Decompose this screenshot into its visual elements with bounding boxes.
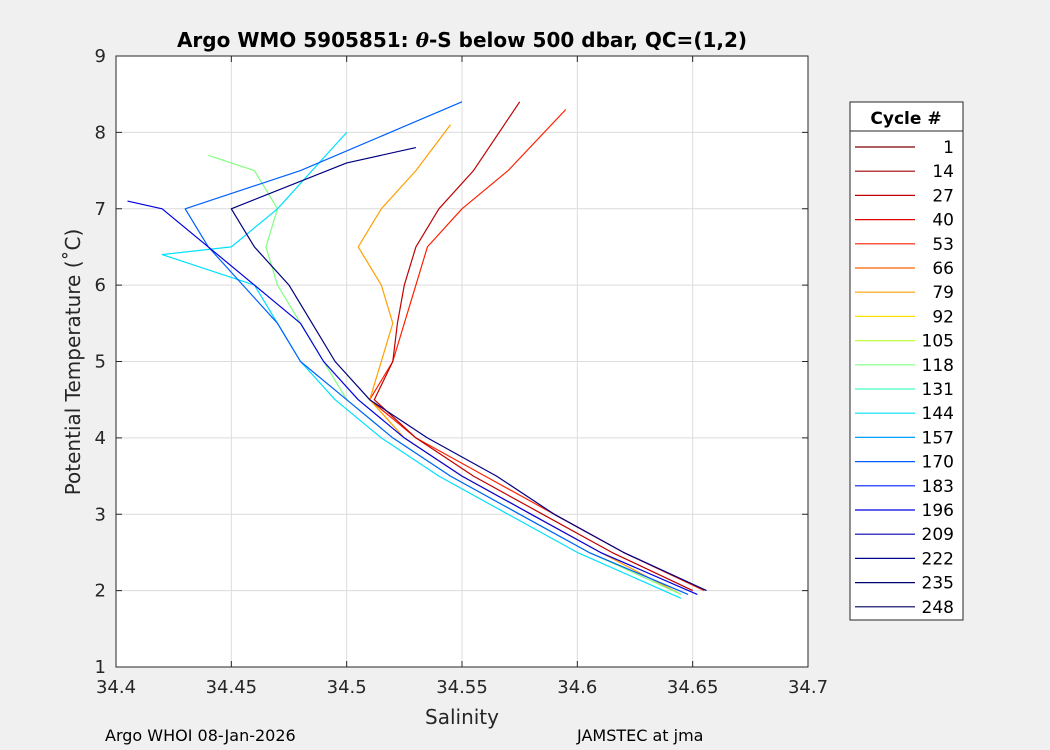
legend-item: 79 — [855, 283, 954, 303]
legend-item: 157 — [855, 428, 954, 448]
legend-label: 248 — [922, 598, 954, 618]
legend-label: 235 — [922, 574, 954, 594]
legend-label: 27 — [932, 186, 954, 206]
legend-item: 92 — [855, 307, 954, 327]
legend-item: 118 — [855, 356, 954, 376]
legend-item: 14 — [855, 162, 954, 182]
legend-item: 170 — [855, 453, 954, 473]
legend-item: 144 — [855, 404, 954, 424]
profile-line — [184, 101, 689, 595]
y-tick-label: 4 — [95, 428, 106, 449]
y-axis-label: Potential Temperature (˚C) — [61, 229, 85, 496]
x-tick-label: 34.5 — [327, 677, 367, 698]
legend-label: 144 — [922, 404, 954, 424]
legend-item: 27 — [855, 186, 954, 206]
y-tick-label: 5 — [95, 352, 106, 373]
legend-item: 66 — [855, 259, 954, 279]
y-tick-label: 2 — [95, 581, 106, 602]
legend-item: 209 — [855, 525, 954, 545]
y-tick-label: 8 — [95, 122, 106, 143]
footer-left-label: Argo WHOI 08-Jan-2026 — [105, 726, 296, 745]
y-tick-label: 6 — [95, 275, 106, 296]
y-tick-label: 7 — [95, 199, 106, 220]
profile-line — [127, 200, 698, 595]
legend-label: 170 — [922, 453, 954, 473]
legend-label: 92 — [932, 307, 954, 327]
legend-item: 131 — [855, 380, 954, 400]
footer-right-label: JAMSTEC at jma — [577, 726, 704, 745]
y-tick-label: 1 — [95, 657, 106, 678]
profile-line — [373, 101, 693, 592]
legend-label: 209 — [922, 525, 954, 545]
legend-label: 131 — [922, 380, 954, 400]
x-axis-ticks: 34.4 34.45 34.5 34.55 34.6 34.65 34.7 — [96, 56, 828, 698]
legend-item: 196 — [855, 501, 954, 521]
x-tick-label: 34.6 — [557, 677, 597, 698]
legend-label: 66 — [932, 259, 954, 279]
legend-title: Cycle # — [870, 109, 941, 129]
legend-item: 53 — [855, 235, 954, 255]
legend-label: 14 — [932, 162, 954, 182]
legend-label: 157 — [922, 428, 954, 448]
legend-item: 183 — [855, 477, 954, 497]
y-tick-label: 9 — [95, 46, 106, 67]
x-tick-label: 34.55 — [436, 677, 488, 698]
x-tick-label: 34.7 — [788, 677, 828, 698]
legend-label: 105 — [922, 332, 954, 352]
legend-item: 222 — [855, 549, 954, 569]
legend-label: 196 — [922, 501, 954, 521]
legend-item: 105 — [855, 332, 954, 352]
profile-line — [230, 147, 707, 592]
legend-item: 40 — [855, 211, 954, 231]
legend-label: 53 — [932, 235, 954, 255]
legend-label: 40 — [932, 211, 954, 231]
x-tick-label: 34.45 — [206, 677, 258, 698]
y-axis-ticks: 1 2 3 4 5 6 7 8 9 — [95, 46, 808, 678]
legend-label: 118 — [922, 356, 954, 376]
legend-item: 235 — [855, 574, 954, 594]
legend-item: 1 — [855, 138, 954, 158]
legend-label: 1 — [943, 138, 954, 158]
data-layer — [127, 101, 707, 599]
x-tick-label: 34.4 — [96, 677, 136, 698]
legend-label: 222 — [922, 549, 954, 569]
legend-label: 183 — [922, 477, 954, 497]
legend-item: 248 — [855, 598, 954, 618]
y-tick-label: 3 — [95, 504, 106, 525]
x-tick-label: 34.65 — [667, 677, 719, 698]
chart-title: Argo WMO 5905851: θ-S below 500 dbar, QC… — [177, 28, 747, 52]
legend-items: 1 14 27 40 53 66 79 92 105 118 131 144 157 170 183 196 2… — [855, 138, 954, 618]
legend: Cycle # 1 14 27 40 53 66 79 92 105 118 131 144 157 17… — [849, 101, 964, 621]
x-axis-label: Salinity — [425, 705, 499, 729]
legend-label: 79 — [932, 283, 954, 303]
